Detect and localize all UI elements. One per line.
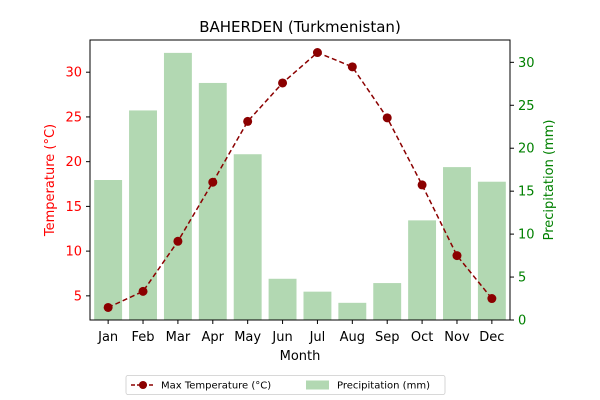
- bar-mar: [163, 52, 192, 321]
- left-tick-label: 5: [74, 289, 82, 304]
- left-axis-label: Temperature (°C): [43, 124, 58, 237]
- x-tick-label: May: [234, 330, 261, 345]
- x-tick-label: Apr: [202, 330, 225, 345]
- x-tick-label: Dec: [479, 330, 504, 345]
- left-tick-label: 15: [65, 200, 82, 215]
- left-axis-ticks: 5 10 15 20 25 30: [65, 66, 90, 304]
- point-nov: [452, 251, 462, 261]
- legend: Max Temperature (°C) Precipitation (mm): [125, 375, 446, 395]
- x-tick-label: Aug: [340, 330, 365, 345]
- bar-jun: [268, 278, 297, 320]
- left-tick-label: 30: [65, 66, 82, 81]
- bar-oct: [408, 220, 437, 320]
- right-tick-label: 25: [518, 99, 535, 114]
- plot-frame: [89, 39, 511, 321]
- point-apr: [208, 177, 218, 187]
- point-jan: [103, 302, 113, 312]
- axes: [89, 39, 511, 321]
- x-tick-label: Feb: [132, 330, 155, 345]
- chart-title: BAHERDEN (Turkmenistan): [199, 18, 401, 36]
- left-tick-label: 10: [65, 245, 82, 260]
- right-tick-label: 20: [518, 142, 535, 157]
- legend-label-temperature: Max Temperature (°C): [161, 381, 271, 392]
- precipitation-bars: [94, 52, 506, 321]
- bar-nov: [443, 167, 471, 320]
- bar-sep: [373, 283, 402, 320]
- x-tick-label: Jun: [271, 330, 292, 345]
- x-tick-label: Jul: [309, 330, 326, 345]
- bar-apr: [198, 82, 227, 320]
- legend-label-precipitation: Precipitation (mm): [337, 381, 430, 392]
- point-mar: [173, 236, 183, 246]
- point-oct: [417, 180, 427, 190]
- x-axis-ticks: Jan Feb Mar Apr May Jun Jul Aug Sep Oct Nov Dec: [97, 320, 504, 345]
- right-tick-label: 30: [518, 56, 535, 71]
- bar-feb: [129, 110, 157, 321]
- x-tick-label: Oct: [411, 330, 433, 345]
- right-axis-ticks: 0 5 10 15 20 25 30: [510, 56, 535, 329]
- legend-frame: [125, 375, 446, 395]
- left-tick-label: 25: [65, 110, 82, 125]
- bar-may: [233, 154, 262, 320]
- temperature-line: [103, 48, 497, 312]
- temperature-line-path: [107, 51, 493, 309]
- point-aug: [347, 62, 357, 72]
- left-tick-label: 20: [65, 155, 82, 170]
- right-tick-label: 5: [518, 271, 526, 286]
- right-tick-label: 15: [518, 185, 535, 200]
- right-tick-label: 10: [518, 228, 535, 243]
- point-dec: [487, 294, 497, 304]
- x-tick-label: Sep: [375, 330, 400, 345]
- point-jul: [312, 48, 322, 58]
- point-jun: [278, 78, 288, 88]
- x-axis-label: Month: [280, 349, 321, 364]
- right-axis-label: Precipitation (mm): [542, 120, 557, 241]
- x-tick-label: Jan: [97, 330, 118, 345]
- bar-jan: [94, 180, 123, 320]
- point-feb: [138, 286, 148, 296]
- legend-line-marker: [139, 381, 147, 389]
- bar-aug: [338, 302, 367, 320]
- right-tick-label: 0: [518, 314, 526, 329]
- x-tick-label: Nov: [444, 330, 470, 345]
- point-sep: [382, 113, 392, 123]
- legend-bar-swatch: [306, 380, 329, 390]
- x-tick-label: Mar: [166, 330, 191, 345]
- bar-jul: [303, 291, 332, 320]
- point-may: [243, 116, 253, 126]
